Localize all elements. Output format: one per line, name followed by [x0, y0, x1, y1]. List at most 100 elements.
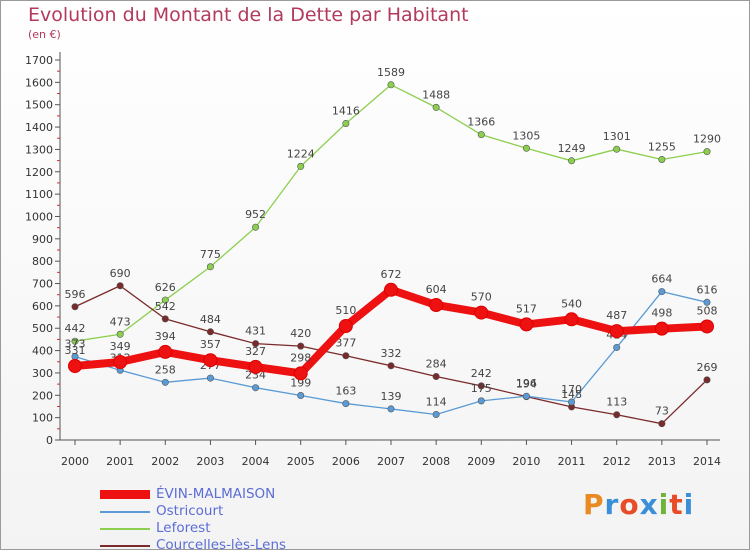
- data-point: [342, 352, 350, 360]
- chart-title: Evolution du Montant de la Dette par Hab…: [28, 4, 469, 26]
- y-tick-label: 1100: [25, 188, 53, 201]
- x-tick-label: 2004: [242, 455, 270, 468]
- data-label: 175: [471, 382, 492, 395]
- data-point: [206, 374, 214, 382]
- x-tick-label: 2012: [603, 455, 631, 468]
- data-point: [252, 223, 260, 231]
- data-label: 242: [471, 367, 492, 380]
- legend-swatch: [100, 545, 150, 547]
- data-label: 473: [110, 315, 131, 328]
- y-tick-label: 500: [32, 322, 53, 335]
- x-tick-label: 2013: [648, 455, 676, 468]
- data-point: [248, 359, 263, 374]
- x-tick-label: 2000: [61, 455, 89, 468]
- data-point: [71, 303, 79, 311]
- data-label: 952: [245, 208, 266, 221]
- data-label: 196: [516, 377, 537, 390]
- data-label: 1366: [467, 116, 495, 129]
- y-tick-label: 0: [46, 434, 53, 447]
- legend-item: Ostricourt: [100, 504, 360, 521]
- data-point: [700, 319, 714, 334]
- data-point: [477, 131, 485, 139]
- legend: ÉVIN-MALMAISON Ostricourt Leforest Courcell…: [100, 487, 360, 555]
- data-point: [297, 162, 305, 170]
- data-label: 199: [290, 377, 311, 390]
- legend-item: Courcelles-lès-Lens: [100, 538, 360, 555]
- data-label: 498: [651, 307, 672, 320]
- y-tick-label: 100: [32, 412, 53, 425]
- data-point: [68, 359, 82, 374]
- data-point: [158, 344, 173, 359]
- data-label: 442: [65, 322, 86, 335]
- data-point: [206, 328, 214, 336]
- data-label: 258: [155, 363, 176, 376]
- data-point: [703, 148, 711, 156]
- data-point: [654, 321, 669, 336]
- data-point: [658, 155, 666, 163]
- x-tick-label: 2003: [196, 455, 224, 468]
- data-point: [474, 305, 489, 320]
- logo-letter: o: [619, 488, 640, 521]
- data-point: [703, 298, 711, 306]
- data-point: [342, 400, 350, 408]
- data-point: [568, 398, 576, 406]
- data-point: [71, 337, 79, 345]
- data-label: 626: [155, 281, 176, 294]
- data-point: [519, 317, 534, 332]
- legend-label: Ostricourt: [156, 503, 224, 519]
- data-point: [203, 353, 218, 368]
- y-tick-label: 700: [32, 278, 53, 291]
- data-label: 508: [697, 304, 718, 317]
- legend-label: Leforest: [156, 520, 211, 536]
- logo-letter: i: [683, 488, 695, 521]
- data-label: 664: [651, 273, 672, 286]
- data-label: 540: [561, 297, 582, 310]
- data-label: 349: [110, 340, 131, 353]
- x-tick-label: 2014: [693, 455, 721, 468]
- data-label: 170: [561, 383, 582, 396]
- y-tick-label: 1200: [25, 166, 53, 179]
- data-point: [387, 362, 395, 370]
- legend-item: Leforest: [100, 521, 360, 538]
- y-tick-label: 200: [32, 389, 53, 402]
- data-label: 542: [155, 300, 176, 313]
- data-point: [703, 376, 711, 384]
- x-tick-label: 2008: [422, 455, 450, 468]
- data-label: 357: [200, 338, 221, 351]
- y-tick-label: 900: [32, 233, 53, 246]
- y-tick-label: 1300: [25, 143, 53, 156]
- data-label: 139: [381, 390, 402, 403]
- x-tick-label: 2007: [377, 455, 405, 468]
- data-point: [432, 103, 440, 111]
- data-label: 510: [335, 304, 356, 317]
- data-point: [429, 297, 444, 312]
- data-label: 194: [516, 378, 537, 391]
- data-point: [658, 288, 666, 296]
- logo-letter: r: [604, 488, 620, 521]
- legend-label: Courcelles-lès-Lens: [156, 537, 287, 553]
- x-tick-label: 2009: [467, 455, 495, 468]
- data-point: [522, 392, 530, 400]
- data-label: 114: [426, 396, 447, 409]
- data-point: [342, 119, 350, 127]
- logo-letter: P: [583, 488, 605, 521]
- y-tick-label: 600: [32, 300, 53, 313]
- logo-letter: i: [658, 488, 670, 521]
- legend-swatch: [100, 511, 150, 513]
- data-label: 1589: [377, 66, 405, 79]
- legend-swatch: [100, 528, 150, 530]
- data-point: [432, 411, 440, 419]
- y-tick-label: 1000: [25, 210, 53, 223]
- y-tick-label: 300: [32, 367, 53, 380]
- data-point: [252, 340, 260, 348]
- data-point: [387, 405, 395, 413]
- data-point: [338, 319, 353, 333]
- y-tick-label: 1400: [25, 121, 53, 134]
- data-label: 73: [655, 405, 669, 418]
- data-point: [564, 312, 579, 327]
- data-label: 1416: [332, 104, 360, 117]
- legend-label: ÉVIN-MALMAISON: [156, 486, 276, 502]
- data-label: 1488: [422, 88, 450, 101]
- x-tick-label: 2005: [287, 455, 315, 468]
